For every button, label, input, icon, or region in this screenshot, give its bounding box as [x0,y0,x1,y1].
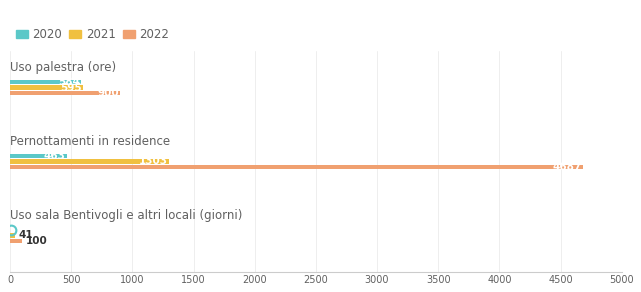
Text: 584: 584 [58,77,80,87]
Bar [10,154,67,158]
Text: 595: 595 [60,83,81,93]
Text: Uso sala Bentivogli e altri locali (giorni): Uso sala Bentivogli e altri locali (gior… [10,208,242,222]
Bar [10,165,583,169]
Legend: 2020, 2021, 2022: 2020, 2021, 2022 [16,28,169,41]
Text: Uso palestra (ore): Uso palestra (ore) [10,61,116,74]
Bar [10,233,15,238]
Bar [10,91,120,95]
Text: 463: 463 [44,151,65,161]
Text: 900: 900 [97,88,119,98]
Bar [10,239,22,243]
Bar [10,86,83,90]
Bar [10,159,169,164]
Text: 41: 41 [19,230,33,240]
Text: 4687: 4687 [553,162,582,172]
Text: 100: 100 [26,236,47,246]
Text: 1303: 1303 [139,157,168,166]
Text: Pernottamenti in residence: Pernottamenti in residence [10,135,170,148]
Bar [10,80,81,84]
